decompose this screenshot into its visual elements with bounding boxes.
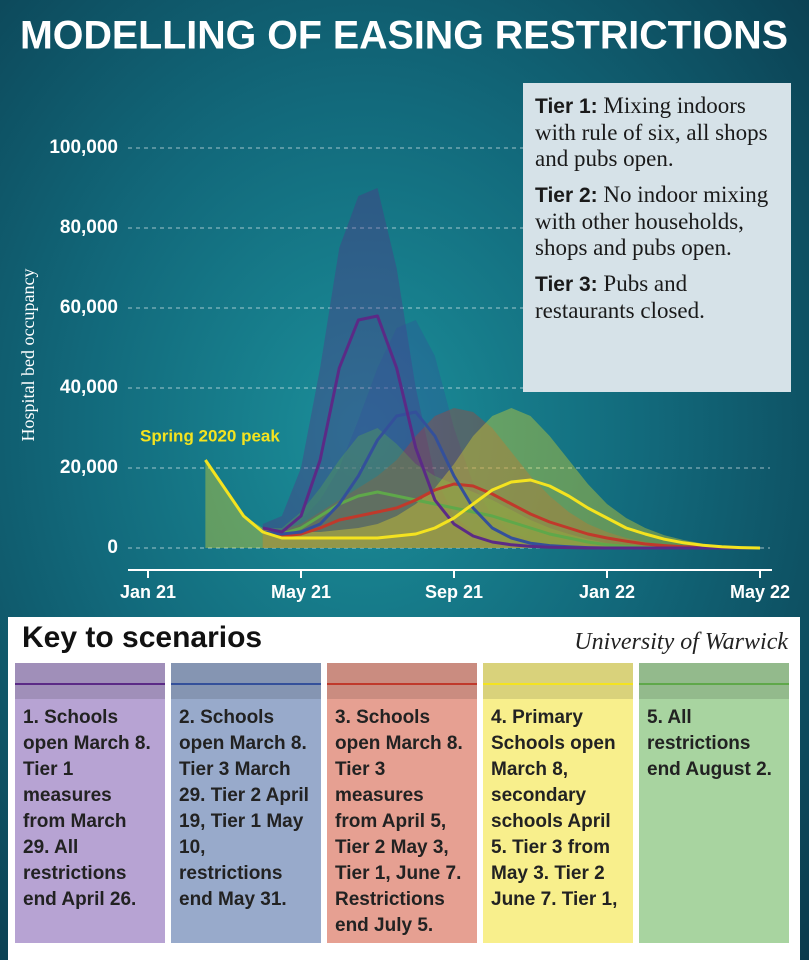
legend-label: 1. Schools open March 8. Tier 1 measures… [23, 707, 151, 910]
line [262, 314, 760, 550]
y-tick-label: 100,000 [49, 137, 118, 158]
legend-item: 2. Schools open March 8. Tier 3 March 29… [171, 663, 321, 943]
legend-header [327, 663, 477, 699]
y-tick-label: 0 [107, 537, 118, 558]
x-tick-label: Sep 21 [425, 582, 483, 602]
y-tick-label: 60,000 [60, 297, 118, 318]
legend-swatch [171, 683, 321, 685]
chart-title: MODELLING OF EASING RESTRICTIONS [20, 14, 788, 58]
legend-label: 2. Schools open March 8. Tier 3 March 29… [179, 707, 309, 910]
y-tick-label: 40,000 [60, 377, 118, 398]
line [204, 459, 761, 550]
legend-swatch [639, 683, 789, 685]
uncertainty-band [205, 408, 760, 548]
y-tick-label: 80,000 [60, 217, 118, 238]
legend-item: 5. All restrictions end August 2. [639, 663, 789, 943]
x-tick-label: May 22 [730, 582, 790, 602]
legend-item: 3. Schools open March 8. Tier 3 measures… [327, 663, 477, 943]
tier-label: Tier 1: [535, 95, 598, 118]
legend-swatch [15, 683, 165, 685]
line [262, 482, 760, 550]
tier-text: Mixing indoors with rule of six, all sho… [535, 93, 768, 171]
legend-header [15, 663, 165, 699]
tier-text: No indoor mixing with other households, … [535, 182, 769, 260]
legend-header [483, 663, 633, 699]
uncertainty-band [262, 188, 760, 548]
legend-header [171, 663, 321, 699]
uncertainty-band [262, 320, 760, 548]
y-tick-label: 20,000 [60, 457, 118, 478]
tier-label: Tier 3: [535, 273, 598, 296]
uncertainty-band [262, 408, 760, 548]
x-tick-label: May 21 [271, 582, 331, 602]
x-tick-label: Jan 21 [120, 582, 176, 602]
key-panel: Key to scenarios University of Warwick 1… [8, 617, 800, 960]
annotation: Spring 2020 peak [140, 426, 280, 445]
legend-swatch [327, 683, 477, 685]
tier: Tier 3: Pubs and restaurants closed. [535, 271, 779, 324]
y-axis-label: Hospital bed occupancy [18, 269, 38, 442]
x-tick-label: Jan 22 [579, 582, 635, 602]
tier: Tier 2: No indoor mixing with other hous… [535, 182, 779, 261]
legend-label: 4. Primary Schools open March 8, seconda… [491, 707, 618, 910]
uncertainty-band [262, 428, 760, 548]
tier-label: Tier 2: [535, 184, 598, 207]
key-title: Key to scenarios [22, 621, 263, 654]
legend-label: 3. Schools open March 8. Tier 3 measures… [335, 707, 463, 936]
legend-label: 5. All restrictions end August 2. [647, 707, 772, 780]
legend-swatch [483, 683, 633, 685]
tier-text: Pubs and restaurants closed. [535, 271, 705, 323]
tier: Tier 1: Mixing indoors with rule of six,… [535, 93, 779, 172]
legend-item: 4. Primary Schools open March 8, seconda… [483, 663, 633, 943]
tier-box: Tier 1: Mixing indoors with rule of six,… [523, 83, 791, 392]
legend-header [639, 663, 789, 699]
chart: MODELLING OF EASING RESTRICTIONS Hospita… [18, 14, 790, 602]
source: University of Warwick [574, 629, 788, 655]
legend-item: 1. Schools open March 8. Tier 1 measures… [15, 663, 165, 943]
